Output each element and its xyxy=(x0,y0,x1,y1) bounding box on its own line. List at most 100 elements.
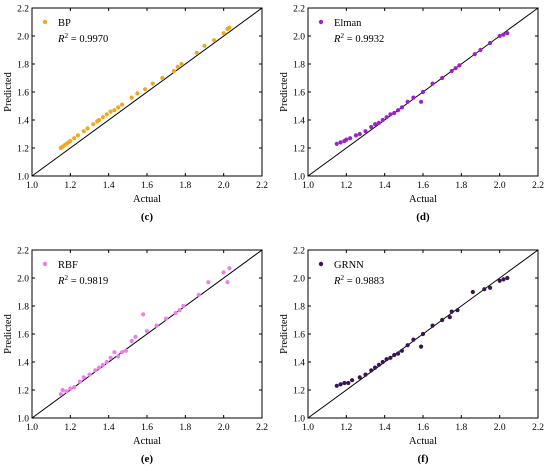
data-point xyxy=(357,131,362,137)
y-tick-label: 1.0 xyxy=(293,173,305,183)
data-point xyxy=(346,380,351,386)
data-point xyxy=(119,102,125,107)
data-point xyxy=(179,61,184,67)
data-point xyxy=(119,350,125,355)
data-point xyxy=(478,47,483,53)
data-point xyxy=(171,68,176,74)
data-point xyxy=(472,52,477,57)
x-tick-label: 1.6 xyxy=(417,181,429,191)
data-point xyxy=(116,354,121,359)
data-point xyxy=(411,337,416,342)
data-point xyxy=(405,343,410,348)
data-point xyxy=(497,33,502,39)
data-point xyxy=(395,351,401,356)
data-point xyxy=(430,81,435,86)
x-tick-label: 1.4 xyxy=(103,181,115,191)
x-tick-label: 2.0 xyxy=(494,181,506,191)
x-tick-label: 1.8 xyxy=(179,423,191,433)
y-tick-label: 1.4 xyxy=(17,359,29,369)
y-tick-label: 1.2 xyxy=(293,145,305,155)
r-squared-value: = 0.9883 xyxy=(344,276,384,287)
data-point xyxy=(181,303,186,309)
data-point xyxy=(77,379,83,384)
data-point xyxy=(334,383,339,388)
data-point xyxy=(68,386,73,391)
legend-label: RBF xyxy=(58,260,78,271)
y-tick-label: 2.0 xyxy=(293,275,305,285)
data-point xyxy=(338,140,343,145)
data-point xyxy=(129,338,134,344)
y-tick-label: 1.2 xyxy=(17,387,29,397)
data-point xyxy=(455,308,460,313)
x-tick-label: 2.2 xyxy=(532,181,544,191)
legend-marker xyxy=(318,19,324,25)
data-point xyxy=(211,38,217,43)
x-tick-label: 2.2 xyxy=(256,181,268,191)
data-point xyxy=(392,352,397,358)
r-squared-annotation: R2 = 0.9819 xyxy=(57,273,108,287)
x-tick-label: 1.6 xyxy=(417,423,429,433)
data-point xyxy=(123,348,129,353)
data-point xyxy=(363,372,368,377)
r-squared-superscript: 2 xyxy=(64,31,68,40)
x-tick-label: 1.2 xyxy=(64,423,76,433)
data-point xyxy=(202,43,207,48)
r-squared-value: = 0.9970 xyxy=(68,34,108,45)
data-point xyxy=(64,389,69,394)
r-squared-symbol: R xyxy=(333,276,341,287)
data-point xyxy=(440,317,445,323)
data-point xyxy=(470,289,475,295)
x-tick-label: 2.2 xyxy=(532,423,544,433)
data-point xyxy=(338,382,343,387)
panel-e: 1.0 1.2 1.4 1.6 1.8 2.0 2.2 1.0 1.2 1.4 1.6 1.8 2.0 2… xyxy=(3,247,268,466)
x-tick-label: 1.4 xyxy=(379,181,391,191)
data-point xyxy=(116,105,121,110)
data-point xyxy=(405,99,410,104)
data-point xyxy=(353,133,359,138)
y-tick-label: 2.2 xyxy=(293,5,305,15)
data-point xyxy=(505,31,510,36)
x-tick-label: 1.6 xyxy=(141,181,153,191)
data-point xyxy=(81,129,86,134)
x-tick-label: 1.0 xyxy=(26,181,38,191)
data-point xyxy=(453,66,458,71)
data-point xyxy=(369,368,374,373)
panel-d: 1.0 1.2 1.4 1.6 1.8 2.0 2.2 1.0 1.2 1.4 1.6 1.8 2.0 2… xyxy=(279,5,544,224)
data-point xyxy=(369,124,374,130)
data-point xyxy=(85,126,90,131)
y-tick-label: 1.0 xyxy=(293,415,305,425)
y-tick-label: 1.4 xyxy=(17,117,29,127)
data-point xyxy=(72,385,77,390)
x-tick-label: 1.8 xyxy=(179,181,191,191)
legend-label: Elman xyxy=(334,18,362,29)
data-point xyxy=(150,81,155,86)
data-point xyxy=(384,357,389,362)
panel-label: (c) xyxy=(141,211,154,223)
data-point xyxy=(154,323,159,328)
data-point xyxy=(372,365,378,370)
data-point xyxy=(60,387,65,393)
data-point xyxy=(129,95,134,100)
data-point xyxy=(388,112,393,117)
data-point xyxy=(449,309,454,314)
data-point xyxy=(141,312,146,317)
y-tick-label: 1.6 xyxy=(17,331,29,341)
y-tick-label: 2.2 xyxy=(17,5,29,15)
x-tick-label: 2.2 xyxy=(256,423,268,433)
data-point xyxy=(196,292,201,297)
data-point xyxy=(225,280,230,285)
data-point xyxy=(334,141,339,146)
legend-label: GRNN xyxy=(334,260,364,271)
y-tick-label: 2.0 xyxy=(293,33,305,43)
data-point xyxy=(160,75,165,81)
data-point xyxy=(96,365,102,370)
x-tick-label: 1.0 xyxy=(302,181,314,191)
data-point xyxy=(380,359,385,365)
x-tick-label: 1.0 xyxy=(302,423,314,433)
data-point xyxy=(112,108,117,113)
r-squared-symbol: R xyxy=(333,34,341,45)
data-point xyxy=(164,316,169,321)
r-squared-superscript: 2 xyxy=(340,31,344,40)
y-tick-label: 2.2 xyxy=(293,247,305,257)
data-point xyxy=(144,329,150,334)
